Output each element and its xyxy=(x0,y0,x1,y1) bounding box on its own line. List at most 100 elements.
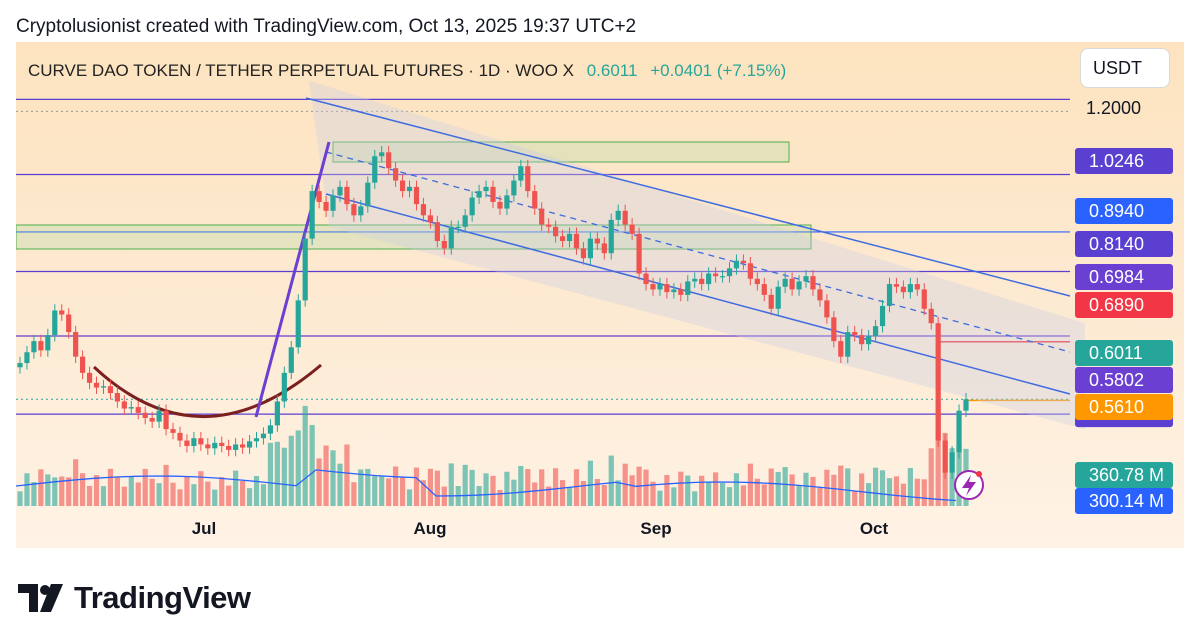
y-axis-tick: 1.2000 xyxy=(1086,98,1141,118)
candle-body xyxy=(907,284,913,293)
candle-body xyxy=(859,335,865,345)
notification-dot xyxy=(976,471,982,477)
candle-body xyxy=(128,407,134,409)
volume-bar xyxy=(24,473,30,506)
candle-body xyxy=(337,186,343,196)
volume-bar xyxy=(699,475,705,506)
currency-selector[interactable]: USDT xyxy=(1080,48,1170,88)
candle-body xyxy=(789,278,795,290)
candle-body xyxy=(525,166,531,192)
candle-body xyxy=(671,289,677,293)
candle-body xyxy=(872,326,879,337)
candle-body xyxy=(636,233,642,274)
candle-body xyxy=(546,224,552,227)
level-price-tag-text: 0.6984 xyxy=(1089,267,1144,287)
volume-bar xyxy=(768,468,774,506)
candle-body xyxy=(107,386,114,394)
candle-body xyxy=(733,260,740,269)
candle-body xyxy=(86,372,93,383)
volume-bar xyxy=(302,405,308,506)
candle-body xyxy=(316,191,322,202)
candle-body xyxy=(260,433,267,439)
level-price-tag xyxy=(1075,198,1173,224)
candle-body xyxy=(559,236,566,242)
chart-credit: Cryptolusionist created with TradingView… xyxy=(16,16,637,37)
candle-body xyxy=(699,278,705,285)
channel-fill xyxy=(309,80,1085,430)
volume-bar xyxy=(267,442,274,506)
support-price-tag xyxy=(1075,394,1173,420)
cup-curve xyxy=(92,363,322,418)
candle-body xyxy=(810,276,816,290)
candle-body xyxy=(476,191,482,198)
candlestick-chart[interactable]: JulAugSepOct1.20000.50001.02460.89400.81… xyxy=(16,42,1184,548)
candle-body xyxy=(747,263,753,279)
tradingview-logo[interactable]: TradingView xyxy=(18,580,251,616)
volume-bar xyxy=(295,430,301,506)
volume-bar xyxy=(31,482,37,506)
candle-body xyxy=(358,206,364,216)
volume-bar xyxy=(365,468,371,506)
candle-body xyxy=(928,308,934,324)
candle-body xyxy=(80,356,86,373)
volume-bar xyxy=(518,465,524,506)
volume-bar xyxy=(664,475,670,506)
volume-bar xyxy=(330,450,336,506)
candle-body xyxy=(351,204,357,216)
volume-bar xyxy=(351,482,357,506)
volume-bar xyxy=(281,447,287,506)
volume-bar xyxy=(156,483,162,506)
candle-body xyxy=(692,278,698,282)
candle-body xyxy=(803,276,809,282)
volume-bar xyxy=(539,469,545,506)
candle-body xyxy=(121,401,127,409)
volume-bar xyxy=(462,464,468,506)
candle-body xyxy=(914,284,920,290)
candle-body xyxy=(59,310,65,315)
volume-bar xyxy=(712,472,719,506)
volume-bar xyxy=(100,486,107,506)
volume-bar xyxy=(448,463,454,506)
x-axis-label: Jul xyxy=(192,519,217,538)
volume-bar xyxy=(73,459,79,506)
candle-body xyxy=(135,407,141,413)
channel-mid-line xyxy=(325,151,1071,353)
volume-bar xyxy=(80,473,86,506)
volume-bar xyxy=(128,476,134,506)
candle-body xyxy=(100,386,107,388)
candle-body xyxy=(66,314,72,333)
candle-body xyxy=(956,410,962,453)
volume-bar xyxy=(497,489,503,506)
chart-panel[interactable]: JulAugSepOct1.20000.50001.02460.89400.81… xyxy=(16,42,1184,548)
level-price-tag-text: 0.8140 xyxy=(1089,234,1144,254)
volume-bar xyxy=(573,469,580,506)
candle-body xyxy=(900,286,906,293)
candle-body xyxy=(817,289,823,301)
price-change: +0.0401 (+7.15%) xyxy=(650,61,787,80)
volume-bar xyxy=(184,476,190,506)
volume-bar xyxy=(678,471,684,506)
volume-ma-tag-text: 300.14 M xyxy=(1089,491,1164,511)
volume-bar xyxy=(719,483,726,506)
volume-bar xyxy=(587,460,593,506)
candle-body xyxy=(295,300,301,348)
volume-bar xyxy=(900,483,906,506)
candle-body xyxy=(768,294,774,309)
level-price-tag xyxy=(1075,231,1173,257)
volume-bar xyxy=(726,487,733,506)
candle-body xyxy=(219,442,225,446)
volume-bar xyxy=(393,466,399,506)
candle-body xyxy=(539,208,545,225)
candle-body xyxy=(52,310,58,336)
volume-bar xyxy=(107,468,114,506)
volume-bar xyxy=(177,489,183,506)
candle-body xyxy=(212,442,218,449)
level-price-tag xyxy=(1075,367,1173,393)
candle-body xyxy=(845,332,851,357)
candle-body xyxy=(226,445,232,450)
volume-bar xyxy=(170,482,176,506)
candle-body xyxy=(608,219,614,254)
candle-body xyxy=(782,278,788,287)
candle-body xyxy=(775,286,781,309)
x-axis-label: Oct xyxy=(860,519,889,538)
